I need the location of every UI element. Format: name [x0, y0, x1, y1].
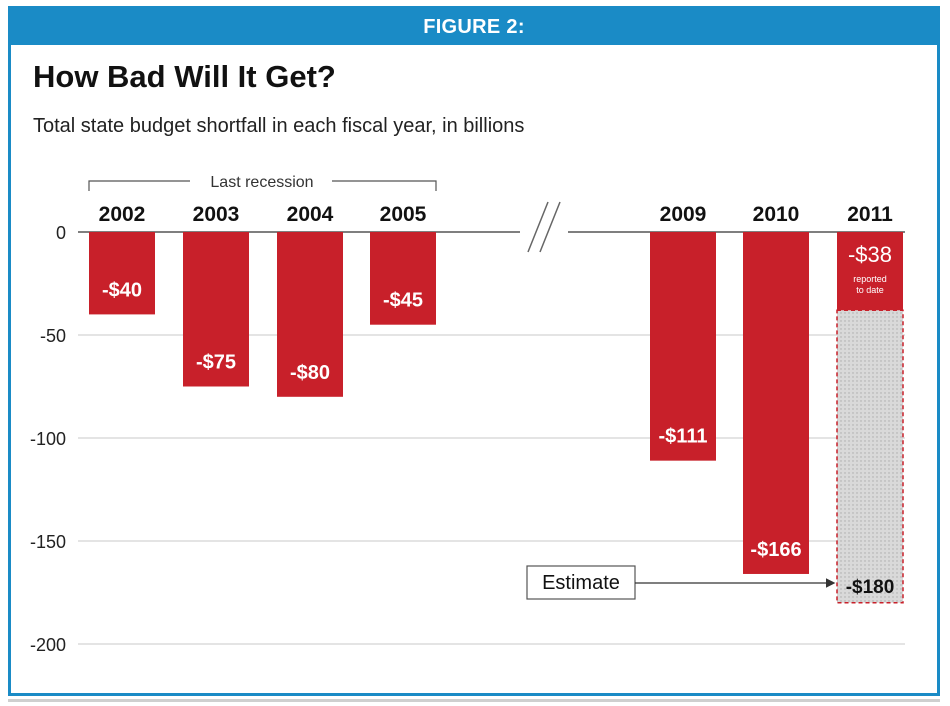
chart-subtitle: Total state budget shortfall in each fis…	[33, 115, 525, 137]
recession-bracket-right	[332, 180, 437, 191]
y-tick-label: 0	[56, 223, 66, 243]
bar-value-label: -$111	[659, 426, 708, 448]
x-tick-label: 2004	[287, 203, 334, 226]
x-tick-label: 2010	[753, 203, 800, 226]
axis-break-mark	[539, 201, 561, 253]
estimate-bar	[836, 309, 904, 604]
bottom-rule	[8, 699, 940, 702]
bar	[743, 232, 809, 574]
x-tick-label: 2009	[660, 203, 707, 226]
x-tick-label: 2003	[193, 203, 240, 226]
y-tick-label: -50	[40, 326, 66, 346]
figure-label: FIGURE 2:	[11, 9, 937, 45]
recession-label: Last recession	[210, 174, 313, 191]
estimate-value-label: -$180	[846, 577, 895, 598]
bar	[277, 232, 343, 397]
x-tick-label: 2011	[847, 203, 893, 226]
y-tick-label: -200	[30, 635, 66, 655]
reported-note: reported	[853, 274, 887, 284]
bar-value-label: -$80	[290, 362, 330, 384]
bar	[837, 232, 903, 311]
bar-value-label: -$38	[848, 242, 892, 267]
y-tick-label: -100	[30, 429, 66, 449]
x-tick-label: 2005	[380, 203, 427, 226]
chart-title: How Bad Will It Get?	[33, 59, 336, 94]
bar-value-label: -$166	[750, 539, 801, 561]
bar-value-label: -$40	[102, 279, 142, 301]
bar-value-label: -$75	[196, 352, 236, 374]
bar	[370, 232, 436, 325]
bar	[650, 232, 716, 461]
estimate-callout-label: Estimate	[542, 572, 620, 594]
axis-break-mark	[527, 201, 549, 253]
y-tick-label: -150	[30, 532, 66, 552]
x-tick-label: 2002	[99, 203, 146, 226]
recession-bracket-left	[88, 180, 190, 191]
bar	[89, 232, 155, 315]
reported-note: to date	[856, 285, 884, 295]
estimate-callout-box	[526, 565, 636, 600]
bar-value-label: -$45	[383, 290, 423, 312]
bar	[183, 232, 249, 387]
